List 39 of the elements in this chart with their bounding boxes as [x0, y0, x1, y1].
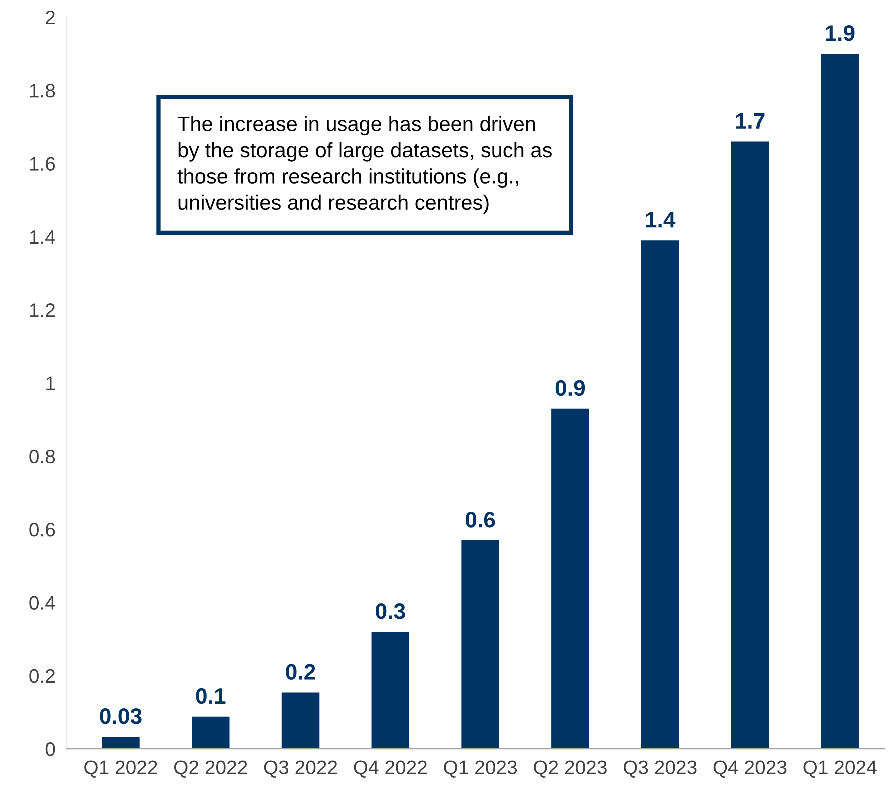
y-tick-label: 0.2 [30, 669, 55, 684]
x-tick-label: Q2 2023 [534, 760, 607, 778]
bar [372, 632, 410, 750]
y-tick-label: 1.4 [30, 230, 56, 244]
bar [282, 692, 320, 750]
data-label: 0.3 [376, 604, 406, 620]
bar [731, 142, 770, 750]
y-tick-label: 0.4 [30, 596, 56, 610]
x-tick-label: Q1 2022 [84, 760, 158, 778]
x-tick-label: Q4 2023 [714, 760, 787, 778]
bar [641, 240, 680, 750]
x-tick-label: Q1 2023 [444, 760, 517, 778]
y-tick-label: 0.6 [30, 523, 56, 537]
x-tick-label: Q3 2023 [624, 760, 697, 778]
annotation: The increase in usage has been driven by the storage of large datasets, such as those from research institutions (e.g., universities and research centres) [178, 116, 552, 214]
x-tick-label: Q2 2022 [174, 760, 248, 778]
bar [462, 540, 500, 750]
y-tick-label: 1.6 [30, 157, 56, 171]
x-tick-label: Q4 2022 [354, 760, 427, 778]
x-tick-label: Q3 2022 [264, 760, 338, 778]
x-tick-label: Q1 2024 [804, 760, 877, 778]
data-label: 1.4 [646, 212, 676, 228]
y-tick-label: 2 [46, 10, 55, 24]
data-label: 0.6 [466, 512, 496, 528]
bar [192, 716, 230, 750]
data-label: 0.2 [286, 664, 316, 680]
bar [552, 408, 590, 750]
y-tick-label: 0.8 [30, 450, 56, 464]
y-tick-label: 1.8 [30, 84, 56, 98]
y-tick-label: 1 [46, 376, 55, 390]
data-label: 1.9 [826, 26, 855, 42]
bar [102, 737, 140, 750]
bar [821, 54, 859, 750]
data-label: 0.1 [196, 688, 226, 704]
data-label: 0.9 [556, 380, 586, 396]
data-label: 0.03 [100, 708, 142, 724]
data-label: 1.7 [736, 114, 765, 129]
y-tick-label: 0 [46, 742, 56, 756]
y-tick-label: 1.2 [30, 304, 55, 318]
